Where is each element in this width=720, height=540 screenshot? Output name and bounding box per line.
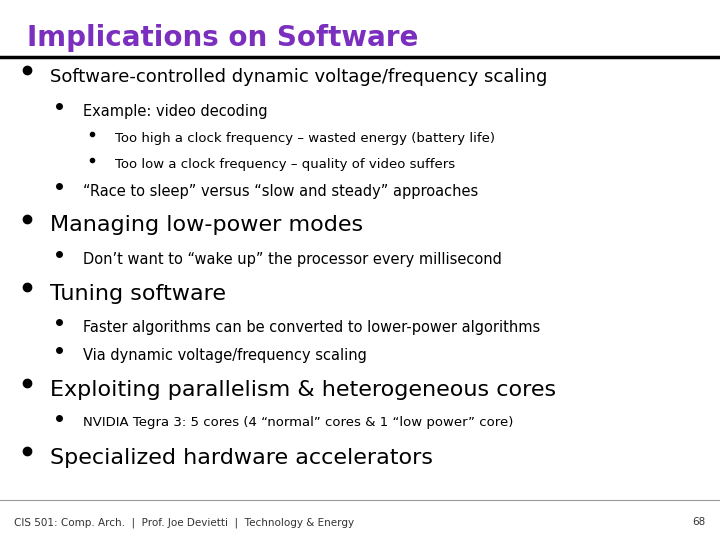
Text: Example: video decoding: Example: video decoding bbox=[83, 104, 267, 119]
Text: Faster algorithms can be converted to lower-power algorithms: Faster algorithms can be converted to lo… bbox=[83, 320, 540, 335]
Text: Tuning software: Tuning software bbox=[50, 284, 226, 303]
Text: “Race to sleep” versus “slow and steady” approaches: “Race to sleep” versus “slow and steady”… bbox=[83, 184, 478, 199]
Text: NVIDIA Tegra 3: 5 cores (4 “normal” cores & 1 “low power” core): NVIDIA Tegra 3: 5 cores (4 “normal” core… bbox=[83, 416, 513, 429]
Text: Implications on Software: Implications on Software bbox=[27, 24, 419, 52]
Text: Managing low-power modes: Managing low-power modes bbox=[50, 215, 364, 235]
Text: Too low a clock frequency – quality of video suffers: Too low a clock frequency – quality of v… bbox=[115, 158, 455, 171]
Text: Software-controlled dynamic voltage/frequency scaling: Software-controlled dynamic voltage/freq… bbox=[50, 68, 548, 85]
Text: Exploiting parallelism & heterogeneous cores: Exploiting parallelism & heterogeneous c… bbox=[50, 380, 557, 400]
Text: 68: 68 bbox=[693, 517, 706, 528]
Text: Too high a clock frequency – wasted energy (battery life): Too high a clock frequency – wasted ener… bbox=[115, 132, 495, 145]
Text: CIS 501: Comp. Arch.  |  Prof. Joe Devietti  |  Technology & Energy: CIS 501: Comp. Arch. | Prof. Joe Deviett… bbox=[14, 517, 354, 528]
Text: Specialized hardware accelerators: Specialized hardware accelerators bbox=[50, 448, 433, 468]
Text: Via dynamic voltage/frequency scaling: Via dynamic voltage/frequency scaling bbox=[83, 348, 366, 363]
Text: Don’t want to “wake up” the processor every millisecond: Don’t want to “wake up” the processor ev… bbox=[83, 252, 502, 267]
